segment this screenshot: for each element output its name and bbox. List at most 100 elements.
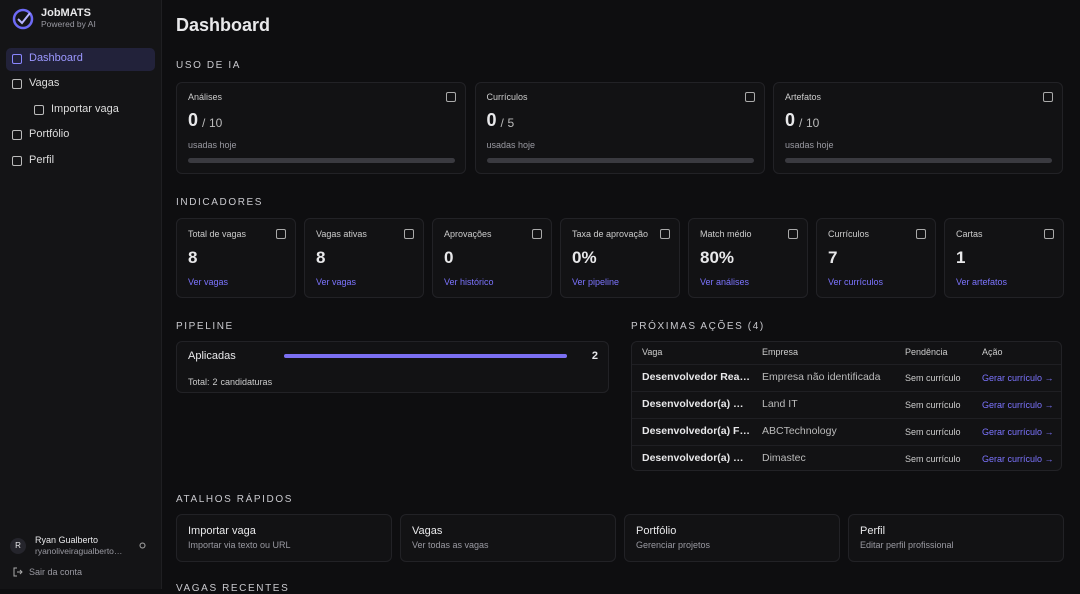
usage-card: Análises 0/10 usadas hoje xyxy=(176,82,466,174)
shortcut-subtitle: Importar via texto ou URL xyxy=(188,540,291,550)
shortcut-card[interactable]: Perfil Editar perfil profissional xyxy=(848,514,1064,562)
indicator-card: Taxa de aprovação 0% Ver pipeline xyxy=(560,218,680,298)
indicator-card: Vagas ativas 8 Ver vagas xyxy=(304,218,424,298)
table-row: Desenvolvedor(a) … Dimastec Sem currículo G… xyxy=(632,445,1061,472)
stage-fill xyxy=(284,354,567,358)
card-link[interactable]: Ver currículos xyxy=(828,277,884,287)
card-icon xyxy=(916,229,926,239)
action-link[interactable]: Gerar currículo → xyxy=(982,427,1054,437)
company: Dimastec xyxy=(762,452,806,464)
stage-count: 2 xyxy=(591,350,598,362)
note: usadas hoje xyxy=(188,140,237,150)
card-icon xyxy=(744,92,755,102)
note: usadas hoje xyxy=(486,140,536,150)
nav-label: Portfólio xyxy=(29,128,70,140)
limit: 10 xyxy=(806,116,820,130)
nav-label: Vagas xyxy=(29,77,60,89)
actions-table: Vaga Empresa Pendência Ação Desenvolvedor Re… xyxy=(631,341,1062,471)
usage-track xyxy=(188,158,455,163)
pipeline-card: Aplicadas 2 Total: 2 candidaturas xyxy=(176,341,609,393)
section-title: PIPELINE xyxy=(176,321,234,332)
card-label: Aprovações xyxy=(444,229,492,239)
job-title: Desenvolvedor Rea… xyxy=(642,371,750,383)
indicator-card: Aprovações 0 Ver histórico xyxy=(432,218,552,298)
shortcut-title: Vagas xyxy=(412,525,443,537)
nav-item[interactable]: Perfil xyxy=(6,150,155,173)
card-label: Cartas xyxy=(956,229,983,239)
card-link[interactable]: Ver pipeline xyxy=(572,277,620,287)
shortcut-subtitle: Editar perfil profissional xyxy=(860,540,954,550)
card-link[interactable]: Ver histórico xyxy=(444,277,494,287)
section-title: ATALHOS RÁPIDOS xyxy=(176,494,293,505)
column-header: Vaga xyxy=(642,347,663,357)
nav-item[interactable]: Dashboard xyxy=(6,48,155,71)
usage-track xyxy=(785,158,1052,163)
card-label: Match médio xyxy=(700,229,752,239)
pipeline-total: Total: 2 candidaturas xyxy=(188,377,272,387)
shortcut-card[interactable]: Vagas Ver todas as vagas xyxy=(400,514,616,562)
indicator-card: Total de vagas 8 Ver vagas xyxy=(176,218,296,298)
card-icon xyxy=(1044,229,1054,239)
indicator-value: 8 xyxy=(316,248,326,267)
nav-item[interactable]: Portfólio xyxy=(6,124,155,147)
user-email: ryanoliveiragualberto… xyxy=(35,546,123,556)
nav-item[interactable]: Vagas xyxy=(6,73,155,96)
sidebar: JobMATS Powered by AI R Ryan Gualberto r… xyxy=(0,0,162,589)
nav-icon xyxy=(34,105,44,115)
card-icon xyxy=(532,229,542,239)
nav-icon xyxy=(12,54,22,64)
indicator-card: Match médio 80% Ver análises xyxy=(688,218,808,298)
shortcut-card[interactable]: Importar vaga Importar via texto ou URL xyxy=(176,514,392,562)
card-link[interactable]: Ver vagas xyxy=(316,277,357,287)
nav-item[interactable]: Importar vaga xyxy=(6,99,155,122)
nav-label: Dashboard xyxy=(29,52,83,64)
usage-card: Currículos 0/5 usadas hoje xyxy=(474,82,765,174)
card-label: Taxa de aprovação xyxy=(572,229,649,239)
table-row: Desenvolvedor(a) … Land IT Sem currículo Ge… xyxy=(632,391,1061,418)
limit: 10 xyxy=(209,116,223,130)
action-link[interactable]: Gerar currículo → xyxy=(982,373,1054,383)
job-title: Desenvolvedor(a) F… xyxy=(642,425,750,437)
nav-label: Importar vaga xyxy=(51,103,119,115)
shortcut-title: Importar vaga xyxy=(188,525,256,537)
section-title: USO DE IA xyxy=(176,60,241,71)
shortcut-card[interactable]: Portfólio Gerenciar projetos xyxy=(624,514,840,562)
action-link[interactable]: Gerar currículo → xyxy=(982,400,1054,410)
total-part: 2 xyxy=(212,377,218,387)
card-label: Análises xyxy=(188,92,223,102)
separator: / xyxy=(500,116,504,130)
card-link[interactable]: Ver vagas xyxy=(188,277,229,287)
indicator-card: Cartas 1 Ver artefatos xyxy=(944,218,1064,298)
indicator-value: 0 xyxy=(444,248,454,267)
card-icon xyxy=(1043,92,1053,102)
pending: Sem currículo xyxy=(905,427,961,437)
indicator-value: 0% xyxy=(572,248,597,267)
note: usadas hoje xyxy=(785,140,834,150)
nav-icon xyxy=(12,130,22,140)
avatar: R xyxy=(10,538,26,554)
tagline: Powered by AI xyxy=(41,19,96,29)
logo xyxy=(12,8,34,30)
brand: JobMATS xyxy=(41,7,91,19)
card-icon xyxy=(660,229,670,239)
card-icon xyxy=(788,229,798,239)
logout[interactable]: Sair da conta xyxy=(29,567,83,577)
indicator-value: 8 xyxy=(188,248,198,267)
theme-toggle[interactable] xyxy=(137,540,148,551)
shortcut-subtitle: Gerenciar projetos xyxy=(636,540,711,550)
card-icon xyxy=(446,92,456,102)
separator: / xyxy=(799,116,803,130)
usage-card: Artefatos 0/10 usadas hoje xyxy=(773,82,1063,174)
card-link[interactable]: Ver análises xyxy=(700,277,750,287)
section-title: PRÓXIMAS AÇÕES (4) xyxy=(631,321,765,332)
column-header: Empresa xyxy=(762,347,799,357)
table-row: Desenvolvedor(a) F… ABCTechnology Sem curr… xyxy=(632,418,1061,445)
card-icon xyxy=(276,229,286,239)
shortcut-subtitle: Ver todas as vagas xyxy=(412,540,489,550)
card-link[interactable]: Ver artefatos xyxy=(956,277,1008,287)
action-link[interactable]: Gerar currículo → xyxy=(982,454,1054,464)
page-title: Dashboard xyxy=(176,15,271,35)
limit: 5 xyxy=(507,116,515,130)
